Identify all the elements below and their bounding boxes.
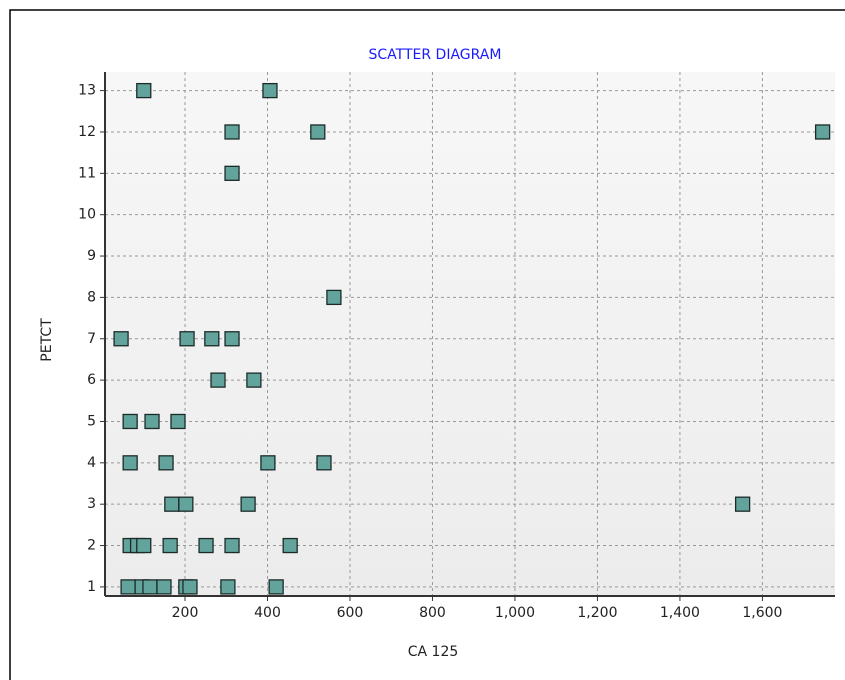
y-tick-label: 11 — [78, 165, 96, 181]
point — [224, 165, 240, 181]
y-tick-label: 9 — [87, 248, 96, 264]
point — [178, 496, 194, 512]
chart-title: SCATTER DIAGRAM — [369, 47, 502, 63]
x-tick-label: 1,400 — [660, 605, 700, 621]
y-axis-label: PETCT — [39, 318, 55, 362]
x-tick-label: 1,000 — [495, 605, 535, 621]
x-tick-label: 1,200 — [577, 605, 617, 621]
point — [170, 413, 186, 430]
y-tick-label: 4 — [87, 455, 96, 471]
y-tick-label: 7 — [87, 331, 96, 347]
point — [268, 579, 284, 595]
y-tick-label: 2 — [87, 538, 96, 554]
x-axis-label: CA 125 — [408, 644, 459, 660]
point — [120, 579, 136, 595]
point — [734, 496, 751, 512]
x-tick-label: 800 — [419, 605, 446, 621]
point — [136, 537, 152, 554]
point — [224, 331, 240, 347]
point — [179, 331, 195, 347]
point — [204, 331, 220, 347]
y-tick-label: 1 — [87, 579, 96, 595]
point — [136, 82, 152, 99]
y-tick-label: 10 — [78, 207, 96, 223]
point — [142, 579, 158, 595]
point — [316, 455, 332, 471]
y-tick-label: 13 — [78, 83, 96, 99]
point — [198, 537, 214, 554]
x-tick-label: 400 — [254, 605, 281, 621]
point — [240, 496, 256, 512]
y-tick-label: 3 — [87, 496, 96, 512]
point — [310, 124, 326, 140]
point — [122, 413, 138, 430]
point — [144, 413, 160, 430]
point — [224, 124, 240, 140]
point — [210, 372, 226, 388]
point — [162, 537, 178, 554]
point — [158, 455, 174, 471]
point — [122, 455, 138, 471]
point — [224, 537, 240, 554]
point — [156, 579, 172, 595]
y-tick-label: 8 — [87, 289, 96, 305]
y-tick-label: 6 — [87, 372, 96, 388]
point — [220, 579, 236, 595]
x-tick-label: 1,600 — [742, 605, 782, 621]
point — [282, 537, 298, 554]
x-tick-label: 200 — [172, 605, 199, 621]
point — [182, 579, 198, 595]
point — [164, 496, 180, 512]
point — [262, 82, 278, 99]
point — [814, 124, 831, 140]
y-tick-label: 5 — [87, 413, 96, 429]
point — [260, 455, 276, 471]
y-tick-label: 12 — [78, 124, 96, 140]
point — [113, 331, 129, 347]
point — [246, 372, 262, 388]
point — [326, 289, 342, 306]
x-tick-label: 600 — [337, 605, 364, 621]
